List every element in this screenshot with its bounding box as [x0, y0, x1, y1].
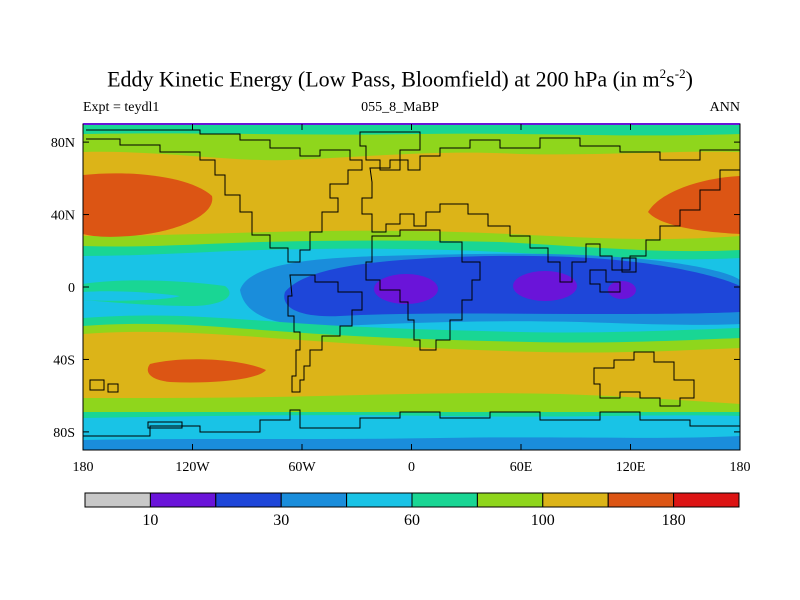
- plot-title: Eddy Kinetic Energy (Low Pass, Bloomfiel…: [107, 66, 693, 92]
- colorbar-swatch: [607, 492, 675, 508]
- colorbar-swatch: [673, 492, 740, 508]
- lon-tick-label: 120E: [616, 460, 646, 475]
- run-label: 055_8_MaBP: [361, 100, 439, 115]
- lat-tick-label: 80S: [53, 426, 75, 441]
- colorbar-swatch: [476, 492, 544, 508]
- lon-tick-label: 60E: [510, 460, 533, 475]
- lon-tick-label: 180: [730, 460, 751, 475]
- coastlines: [83, 129, 741, 437]
- red-patch-south: [147, 359, 266, 383]
- coastline-africa: [365, 229, 481, 351]
- lon-tick-label: 60W: [288, 460, 316, 475]
- colorbar-swatch: [280, 492, 348, 508]
- contour-field: [83, 124, 740, 450]
- coastline-antarctica: [83, 409, 740, 437]
- experiment-label: Expt = teydl1: [83, 100, 160, 115]
- longitude-axis: 180 120W 60W 0 60E 120E 180: [73, 124, 751, 475]
- coastline-australia: [593, 351, 695, 407]
- coastline-islands-d: [147, 421, 183, 429]
- colorbar-label: 60: [404, 512, 420, 529]
- purple-core-2: [513, 271, 577, 301]
- lat-tick-label: 40S: [53, 353, 75, 368]
- colorbar-swatch: [542, 492, 609, 508]
- colorbar-swatch: [411, 492, 478, 508]
- coastline-north-america: [86, 129, 363, 263]
- latitude-axis: 80N 40N 0 40S 80S: [51, 136, 740, 441]
- lon-tick-label: 120W: [175, 460, 210, 475]
- colorbar-label: 10: [142, 512, 158, 529]
- colorbar-swatch: [346, 492, 413, 508]
- colorbar-label: 180: [662, 512, 686, 529]
- coastline-south-america: [287, 274, 363, 393]
- red-patch-west: [83, 173, 213, 237]
- coastline-islands-c: [89, 379, 119, 393]
- tropical-cyan-west: [83, 291, 180, 301]
- colorbar-label: 100: [531, 512, 555, 529]
- colorbar-swatch: [215, 492, 282, 508]
- purple-core-1: [374, 274, 438, 304]
- purple-core-3: [608, 281, 636, 299]
- colorbar-label: 30: [273, 512, 289, 529]
- colorbar-swatch: [84, 492, 151, 508]
- lon-tick-label: 180: [73, 460, 94, 475]
- colorbar: 10 30 60 100 180: [84, 492, 740, 529]
- lat-tick-label: 40N: [51, 209, 75, 224]
- season-label: ANN: [709, 100, 740, 115]
- coastline-eurasia: [361, 137, 741, 283]
- cyan-polar-south: [83, 415, 740, 440]
- orange-band-north: [83, 151, 740, 240]
- colorbar-swatch: [149, 492, 217, 508]
- lon-tick-label: 0: [408, 460, 415, 475]
- coastline-greenland: [359, 131, 421, 171]
- orange-band-south: [83, 331, 740, 404]
- coastline-islands-a: [589, 269, 621, 293]
- lat-tick-label: 0: [68, 281, 75, 296]
- coastline-islands-b: [621, 257, 637, 273]
- lat-tick-label: 80N: [51, 136, 75, 151]
